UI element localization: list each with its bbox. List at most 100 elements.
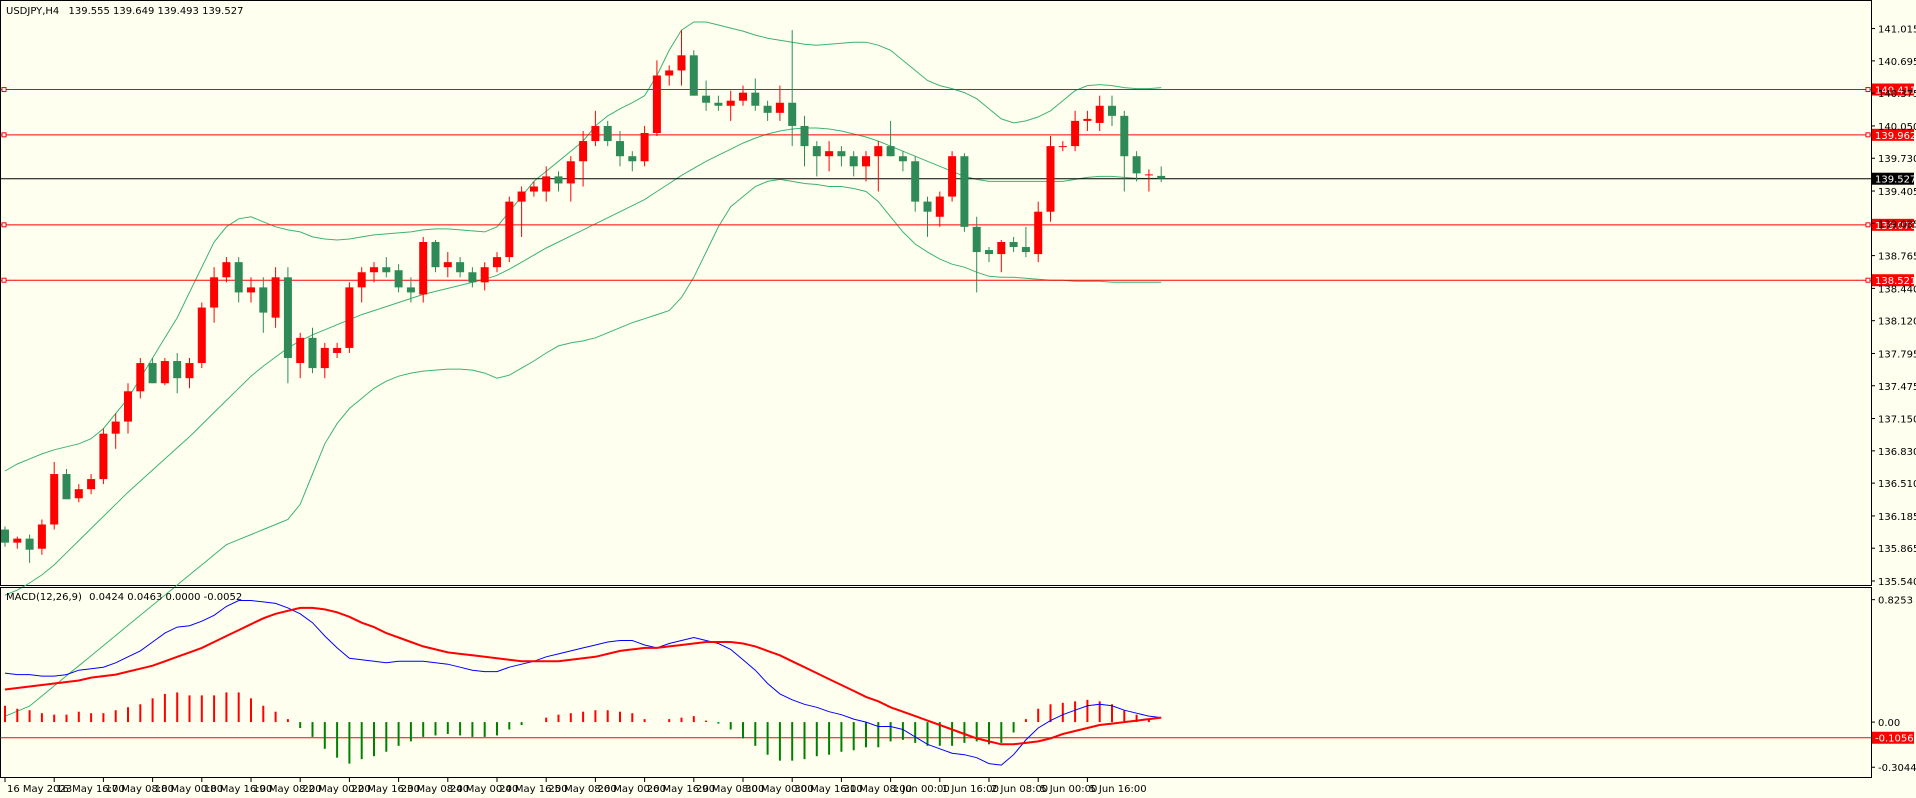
time-tick-label: 31 May 08:00	[843, 784, 912, 795]
bear-candle	[923, 201, 932, 212]
price-tick-label: 139.085	[1878, 219, 1916, 230]
bull-candle	[74, 489, 83, 499]
bull-candle	[579, 141, 588, 162]
bear-candle	[468, 272, 477, 283]
price-tick-label: 136.830	[1878, 447, 1916, 458]
bull-candle	[333, 347, 342, 353]
price-tick-label: 139.730	[1878, 154, 1916, 165]
bear-candle	[714, 102, 723, 106]
bull-candle	[505, 201, 514, 258]
bull-candle	[99, 433, 108, 480]
time-tick-label: 30 May 00:00	[745, 784, 814, 795]
bull-candle	[726, 100, 735, 106]
price-tick-label: 136.510	[1878, 479, 1916, 490]
time-tick-label: 22 May 16:00	[351, 784, 420, 795]
macd-tick-label: 0.00	[1878, 718, 1900, 729]
bear-candle	[898, 156, 907, 162]
symbol-header: USDJPY,H4 139.555 139.649 139.493 139.52…	[6, 6, 243, 17]
macd-tick-label: -0.3044	[1878, 763, 1916, 774]
bull-candle	[320, 347, 329, 369]
bollinger-middle-line	[4, 127, 1162, 596]
bull-candle	[874, 146, 883, 157]
bear-candle	[628, 156, 637, 162]
current-price-label: 139.527	[1875, 175, 1916, 186]
price-tick-label: 138.765	[1878, 252, 1916, 263]
macd-panel[interactable]: -0.1056 0.8253 0.00 -0.3044 MACD(12,26,9) …	[0, 587, 1916, 778]
bull-candle	[357, 272, 366, 288]
bear-candle	[1021, 247, 1030, 253]
bull-candle	[1058, 146, 1067, 148]
bear-candle	[1, 529, 9, 543]
bull-candle	[124, 391, 132, 422]
time-tick-label: 5 Jun 16:00	[1089, 784, 1146, 795]
time-tick-label: 16 May 2023	[7, 784, 72, 795]
time-tick-label: 16 May 16:00	[56, 784, 125, 795]
time-tick-label: 1 Jun 16:00	[942, 784, 999, 795]
horizontal-levels[interactable]: 140.411 139.962 139.070 138.521 139.527	[1, 83, 1916, 288]
level-price-box	[1872, 128, 1914, 141]
bull-candle	[517, 191, 526, 202]
bull-candle	[665, 70, 674, 76]
level-price-label: 138.521	[1875, 276, 1916, 287]
time-tick-label: 18 May 00:00	[155, 784, 224, 795]
bear-candle	[394, 270, 403, 288]
bear-candle	[616, 141, 624, 157]
price-tick-label: 140.050	[1878, 122, 1916, 133]
bull-candle	[111, 421, 120, 434]
bull-candle	[677, 55, 686, 71]
bear-candle	[62, 474, 71, 500]
time-tick-label: 17 May 08:00	[105, 784, 174, 795]
price-panel[interactable]: 140.411 139.962 139.070 138.521 139.527 141.…	[0, 0, 1916, 717]
level-handle-left	[1, 222, 7, 228]
bull-candle	[87, 479, 96, 490]
bear-candle	[886, 146, 895, 157]
time-tick-label: 24 May 16:00	[499, 784, 568, 795]
bull-candle	[185, 363, 194, 379]
bear-candle	[972, 226, 981, 253]
bull-candle	[935, 196, 944, 217]
bear-candle	[554, 176, 563, 184]
level-handle-left	[1, 87, 7, 93]
bull-candle	[13, 538, 22, 543]
bear-candle	[148, 363, 157, 384]
level-price-box	[1872, 83, 1914, 96]
time-tick-label: 29 May 08:00	[696, 784, 765, 795]
macd-tick-label: 0.8253	[1878, 596, 1913, 607]
bull-candle	[1071, 120, 1080, 147]
bull-candle	[1046, 146, 1055, 212]
price-tick-label: 138.120	[1878, 317, 1916, 328]
time-tick-label: 5 Jun 00:00	[1040, 784, 1097, 795]
bear-candle	[800, 125, 809, 147]
bear-candle	[283, 277, 292, 359]
price-tick-label: 137.795	[1878, 349, 1916, 360]
bear-candle	[763, 105, 772, 113]
price-tick-label: 137.150	[1878, 415, 1916, 426]
price-tick-label: 139.405	[1878, 187, 1916, 198]
symbol-name: USDJPY,H4	[6, 6, 59, 17]
time-tick-label: 25 May 08:00	[548, 784, 617, 795]
price-tick-label: 140.375	[1878, 89, 1916, 100]
bull-candle	[529, 186, 538, 192]
bull-candle	[345, 287, 354, 348]
bear-candle	[849, 156, 858, 167]
level-price-label: 140.411	[1875, 86, 1916, 97]
candles	[1, 30, 1166, 563]
macd-histogram	[4, 692, 1150, 764]
level-handle-left	[1, 277, 7, 283]
bear-candle	[1120, 115, 1129, 157]
bull-candle	[136, 363, 145, 392]
bull-candle	[739, 92, 747, 101]
level-handle-right	[1865, 87, 1871, 93]
level-handle-right	[1865, 222, 1871, 228]
bull-candle	[210, 277, 219, 308]
bear-candle	[456, 262, 465, 273]
bear-candle	[1132, 156, 1141, 174]
macd-level-box	[1872, 731, 1914, 744]
price-tick-label: 140.695	[1878, 57, 1916, 68]
price-tick-label: 137.475	[1878, 382, 1916, 393]
price-tick-label: 135.865	[1878, 544, 1916, 555]
level-handle-right	[1865, 277, 1871, 283]
bull-candle	[480, 267, 489, 283]
